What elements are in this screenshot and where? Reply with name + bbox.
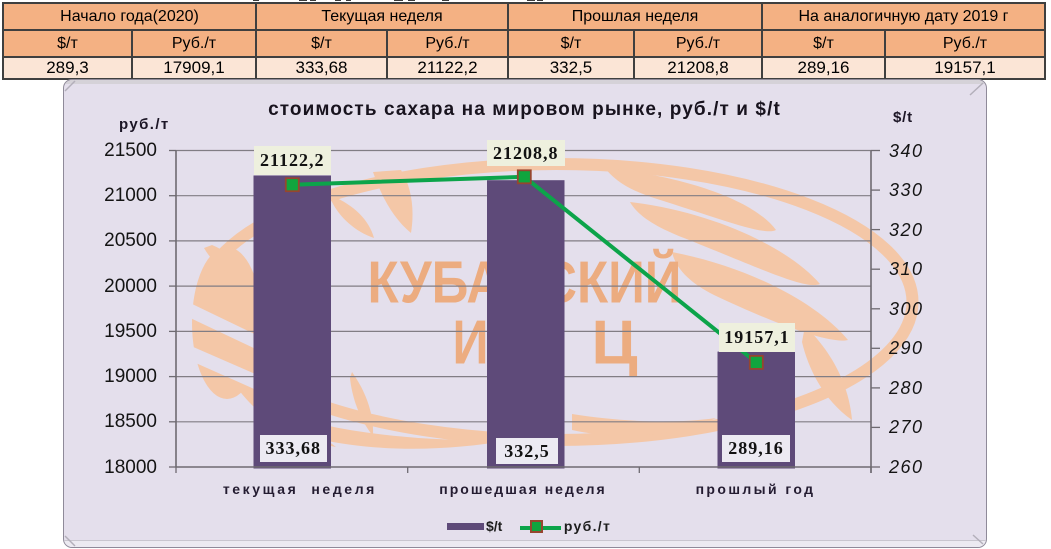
svg-text:Ц: Ц <box>592 309 638 378</box>
svg-text:И: И <box>453 309 489 378</box>
